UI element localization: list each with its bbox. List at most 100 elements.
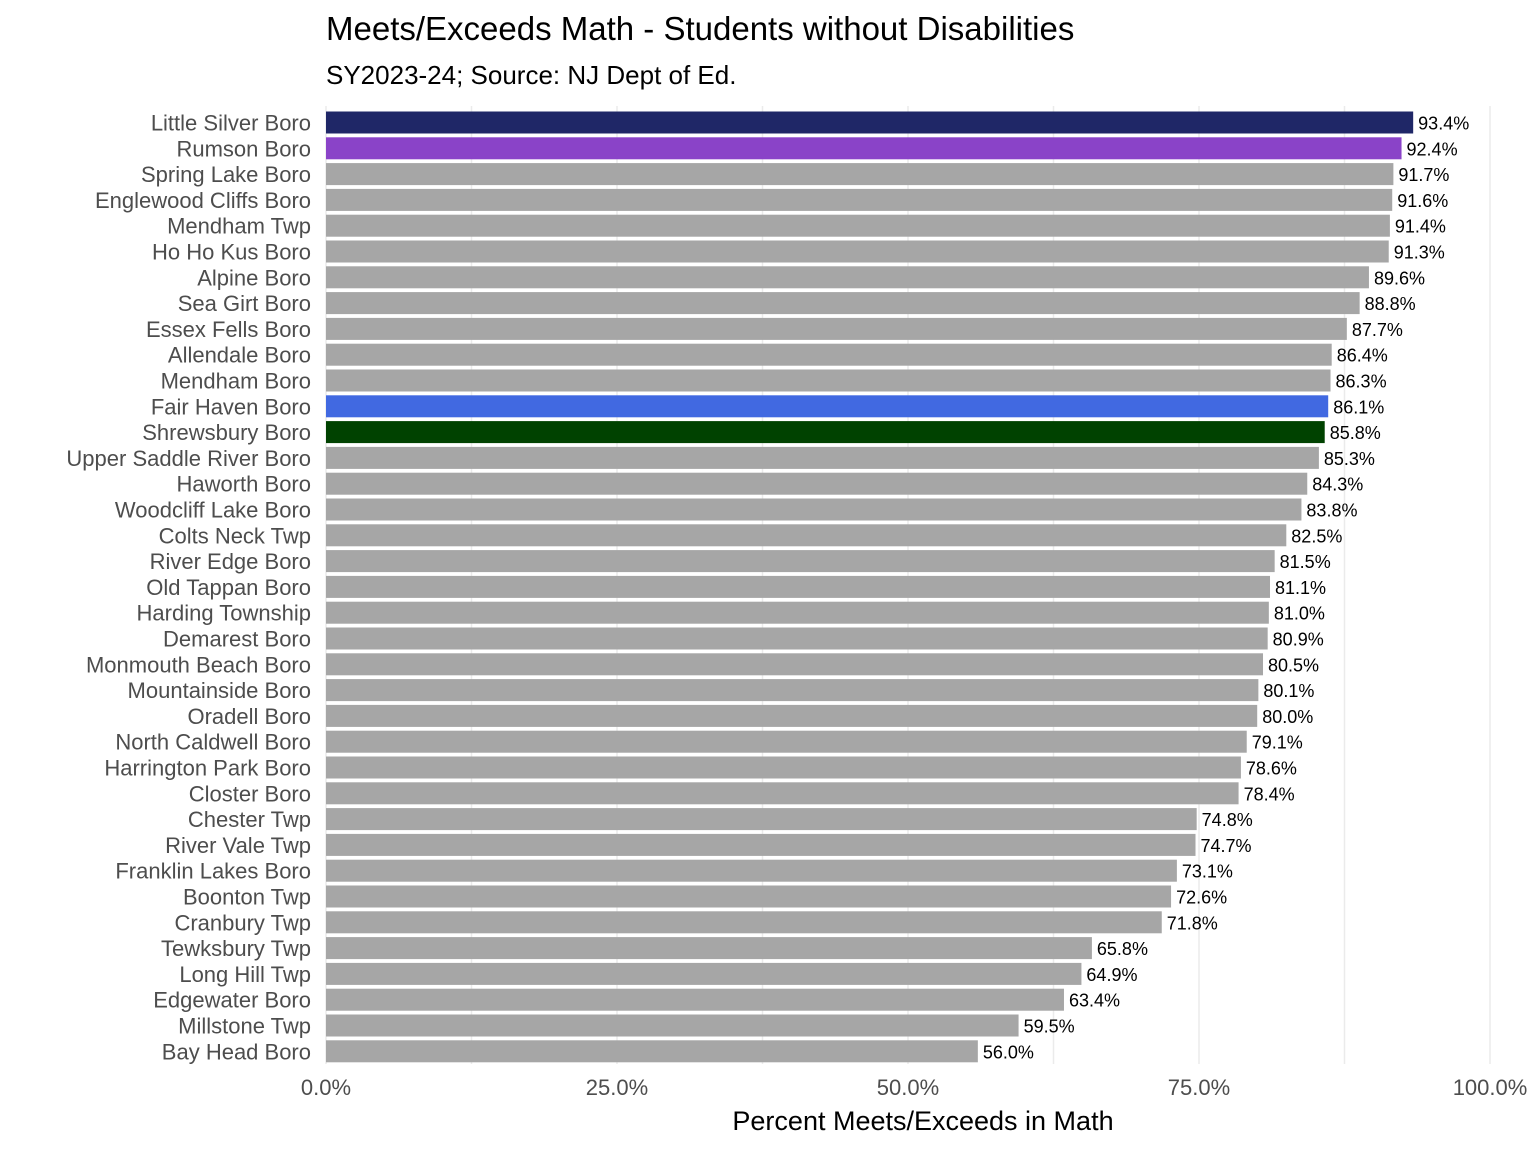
value-label: 81.0% bbox=[1274, 604, 1325, 624]
category-label: Bay Head Boro bbox=[162, 1039, 311, 1064]
bar bbox=[326, 756, 1241, 779]
bar bbox=[326, 395, 1329, 418]
category-label: Upper Saddle River Boro bbox=[66, 446, 311, 471]
chart-title: Meets/Exceeds Math - Students without Di… bbox=[326, 10, 1074, 47]
bar bbox=[326, 446, 1319, 469]
value-label: 91.3% bbox=[1394, 243, 1445, 263]
bar bbox=[326, 292, 1360, 315]
category-label: Demarest Boro bbox=[163, 627, 311, 652]
bar bbox=[326, 421, 1325, 444]
bar bbox=[326, 833, 1196, 856]
bar bbox=[326, 885, 1172, 908]
value-label: 71.8% bbox=[1167, 913, 1218, 933]
x-axis-title: Percent Meets/Exceeds in Math bbox=[732, 1106, 1113, 1136]
bar bbox=[326, 214, 1390, 237]
value-label: 86.3% bbox=[1336, 372, 1387, 392]
bar bbox=[326, 627, 1268, 650]
bar bbox=[326, 575, 1271, 598]
x-tick-label: 75.0% bbox=[1168, 1075, 1230, 1100]
bar bbox=[326, 1014, 1019, 1037]
category-label: Englewood Cliffs Boro bbox=[95, 188, 311, 213]
bar bbox=[326, 962, 1082, 985]
value-label: 80.9% bbox=[1273, 630, 1324, 650]
bar bbox=[326, 704, 1258, 727]
value-label: 81.1% bbox=[1275, 578, 1326, 598]
value-label: 91.6% bbox=[1397, 191, 1448, 211]
bar bbox=[326, 937, 1092, 960]
value-label: 85.8% bbox=[1330, 423, 1381, 443]
bar bbox=[326, 111, 1414, 134]
category-label: Ho Ho Kus Boro bbox=[152, 240, 311, 265]
value-label: 78.6% bbox=[1246, 759, 1297, 779]
category-label: Franklin Lakes Boro bbox=[115, 859, 311, 884]
bar bbox=[326, 498, 1302, 521]
value-label: 91.7% bbox=[1398, 165, 1449, 185]
value-label: 73.1% bbox=[1182, 862, 1233, 882]
category-label: Millstone Twp bbox=[178, 1014, 311, 1039]
chart-subtitle: SY2023-24; Source: NJ Dept of Ed. bbox=[326, 60, 736, 90]
bar bbox=[326, 782, 1239, 805]
bar bbox=[326, 240, 1389, 263]
category-label: Boonton Twp bbox=[183, 885, 311, 910]
value-labels: 93.4% 92.4% 91.7% 91.6% 91.4% 91.3% 89.6% 88.8%… bbox=[983, 114, 1469, 1063]
value-label: 86.4% bbox=[1337, 346, 1388, 366]
category-label: Edgewater Boro bbox=[153, 988, 311, 1013]
bar bbox=[326, 911, 1162, 934]
bar bbox=[326, 808, 1197, 831]
category-label: Mendham Twp bbox=[167, 214, 311, 239]
x-axis-ticks: 0.0% 25.0% 50.0% 75.0% 100.0% bbox=[301, 1075, 1527, 1100]
bars bbox=[326, 111, 1414, 1063]
value-label: 83.8% bbox=[1306, 501, 1357, 521]
category-label: Shrewsbury Boro bbox=[142, 420, 311, 445]
value-label: 80.1% bbox=[1263, 681, 1314, 701]
bar bbox=[326, 369, 1331, 392]
bar bbox=[326, 1040, 978, 1063]
x-tick-label: 0.0% bbox=[301, 1075, 351, 1100]
value-label: 84.3% bbox=[1312, 475, 1363, 495]
value-label: 79.1% bbox=[1252, 733, 1303, 753]
value-label: 72.6% bbox=[1176, 888, 1227, 908]
category-label: Mendham Boro bbox=[161, 369, 311, 394]
category-label: Oradell Boro bbox=[187, 704, 311, 729]
value-label: 93.4% bbox=[1418, 114, 1469, 134]
bar bbox=[326, 550, 1275, 573]
category-label: Essex Fells Boro bbox=[146, 317, 311, 342]
category-label: North Caldwell Boro bbox=[115, 730, 311, 755]
value-label: 86.1% bbox=[1333, 397, 1384, 417]
bar bbox=[326, 524, 1287, 547]
bar bbox=[326, 472, 1308, 495]
bar bbox=[326, 679, 1259, 702]
x-tick-label: 25.0% bbox=[586, 1075, 648, 1100]
bar bbox=[326, 188, 1393, 211]
category-label: Fair Haven Boro bbox=[151, 394, 311, 419]
bar bbox=[326, 343, 1332, 366]
value-label: 59.5% bbox=[1024, 1017, 1075, 1037]
value-label: 65.8% bbox=[1097, 939, 1148, 959]
value-label: 91.4% bbox=[1395, 217, 1446, 237]
category-label: Cranbury Twp bbox=[174, 910, 311, 935]
bar bbox=[326, 859, 1177, 882]
bar bbox=[326, 266, 1369, 289]
category-label: Tewksbury Twp bbox=[161, 936, 311, 961]
category-label: Chester Twp bbox=[188, 807, 311, 832]
category-label: Harrington Park Boro bbox=[104, 756, 311, 781]
value-label: 74.8% bbox=[1202, 810, 1253, 830]
category-label: Sea Girt Boro bbox=[178, 291, 311, 316]
value-label: 82.5% bbox=[1291, 526, 1342, 546]
value-label: 63.4% bbox=[1069, 991, 1120, 1011]
category-label: Woodcliff Lake Boro bbox=[115, 498, 311, 523]
bar bbox=[326, 988, 1064, 1011]
category-label: Mountainside Boro bbox=[128, 678, 311, 703]
category-label: Colts Neck Twp bbox=[159, 523, 311, 548]
bar bbox=[326, 601, 1269, 624]
category-label: Allendale Boro bbox=[168, 343, 311, 368]
value-label: 85.3% bbox=[1324, 449, 1375, 469]
bar bbox=[326, 730, 1247, 753]
value-label: 80.0% bbox=[1262, 707, 1313, 727]
x-tick-label: 100.0% bbox=[1453, 1075, 1528, 1100]
value-label: 89.6% bbox=[1374, 268, 1425, 288]
value-label: 81.5% bbox=[1280, 552, 1331, 572]
category-label: Closter Boro bbox=[189, 781, 311, 806]
